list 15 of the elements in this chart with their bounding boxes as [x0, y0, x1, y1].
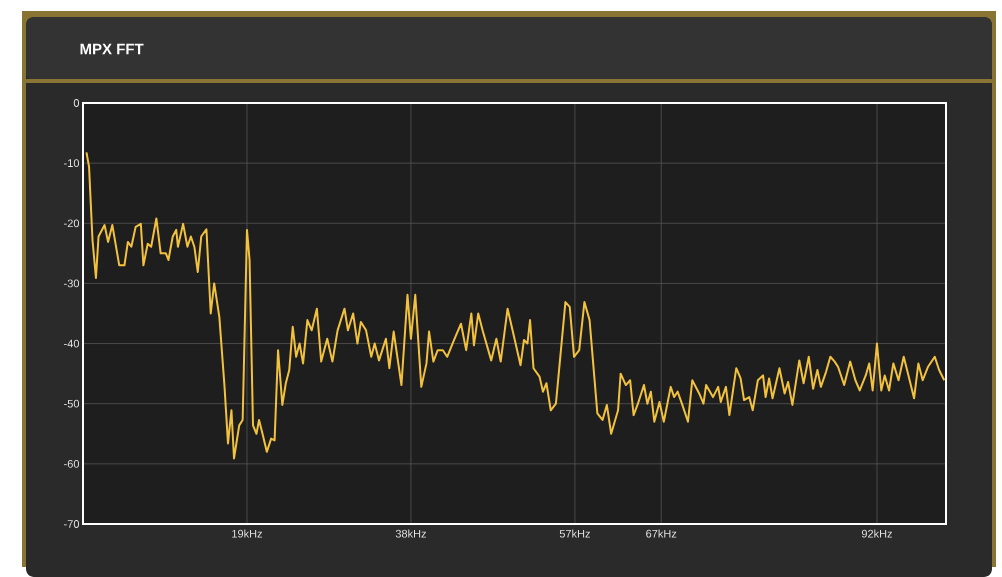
x-tick-label: 57kHz	[559, 529, 590, 538]
y-tick-label: -40	[64, 339, 80, 348]
x-tick-label: 19kHz	[232, 529, 263, 538]
y-tick-label: 0	[73, 99, 80, 107]
y-tick-label: -60	[64, 459, 80, 468]
y-tick-label: -10	[64, 159, 80, 168]
x-tick-label: 38kHz	[395, 529, 426, 538]
chart-title: MPX FFT	[80, 43, 144, 55]
x-tick-label: 92kHz	[861, 529, 892, 538]
x-tick-label: 67kHz	[646, 529, 677, 538]
y-tick-label: -20	[64, 219, 80, 228]
y-tick-label: -70	[64, 520, 80, 528]
y-tick-label: -50	[64, 399, 80, 408]
line-series	[85, 151, 946, 460]
y-tick-label: -30	[64, 279, 80, 288]
